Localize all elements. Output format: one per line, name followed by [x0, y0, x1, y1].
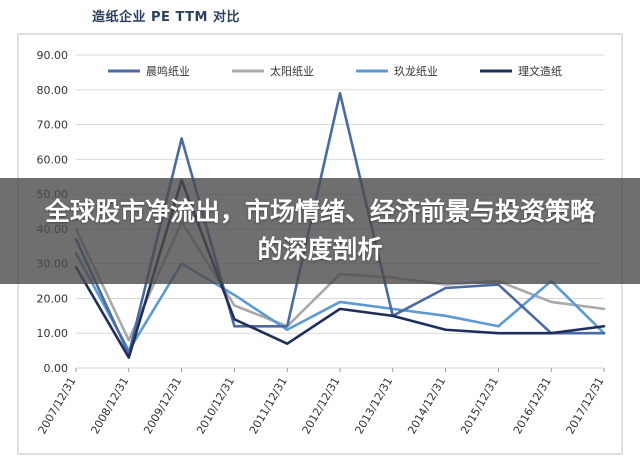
x-tick-label: 2010/12/31 — [194, 375, 237, 436]
x-tick-label: 2015/12/31 — [458, 375, 501, 436]
legend-label: 理文造纸 — [518, 64, 562, 78]
headline-banner: 全球股市净流出，市场情绪、经济前景与投资策略的深度剖析 — [0, 178, 640, 284]
x-tick-label: 2012/12/31 — [300, 375, 343, 436]
x-tick-label: 2009/12/31 — [141, 375, 184, 436]
y-tick-label: 0.00 — [44, 362, 69, 375]
headline-text: 全球股市净流出，市场情绪、经济前景与投资策略的深度剖析 — [44, 197, 595, 264]
x-tick-label: 2013/12/31 — [352, 375, 395, 436]
y-tick-label: 60.00 — [37, 153, 69, 166]
series-line-2 — [74, 251, 606, 352]
chart-title: 造纸企业 PE TTM 对比 — [92, 10, 240, 25]
x-tick-label: 2016/12/31 — [511, 375, 554, 436]
legend-label: 晨鸣纸业 — [146, 64, 190, 78]
legend-label: 玖龙纸业 — [394, 65, 438, 78]
y-tick-label: 10.00 — [37, 327, 69, 340]
legend-label: 太阳纸业 — [270, 65, 314, 78]
x-tick-label: 2014/12/31 — [405, 375, 448, 436]
x-axis-ticks: 2007/12/31 2008/12/31 2009/12/31 2010/12/31… — [36, 368, 607, 436]
y-tick-label: 80.00 — [37, 84, 69, 97]
legend: 晨鸣纸业 太阳纸业 玖龙纸业 理文造纸 — [108, 64, 562, 78]
x-tick-label: 2007/12/31 — [36, 375, 79, 436]
x-tick-label: 2011/12/31 — [247, 375, 290, 436]
x-tick-label: 2017/12/31 — [564, 375, 607, 436]
y-tick-label: 70.00 — [37, 119, 69, 132]
y-tick-label: 90.00 — [37, 49, 69, 62]
x-tick-label: 2008/12/31 — [88, 375, 131, 436]
y-tick-label: 20.00 — [37, 292, 69, 305]
